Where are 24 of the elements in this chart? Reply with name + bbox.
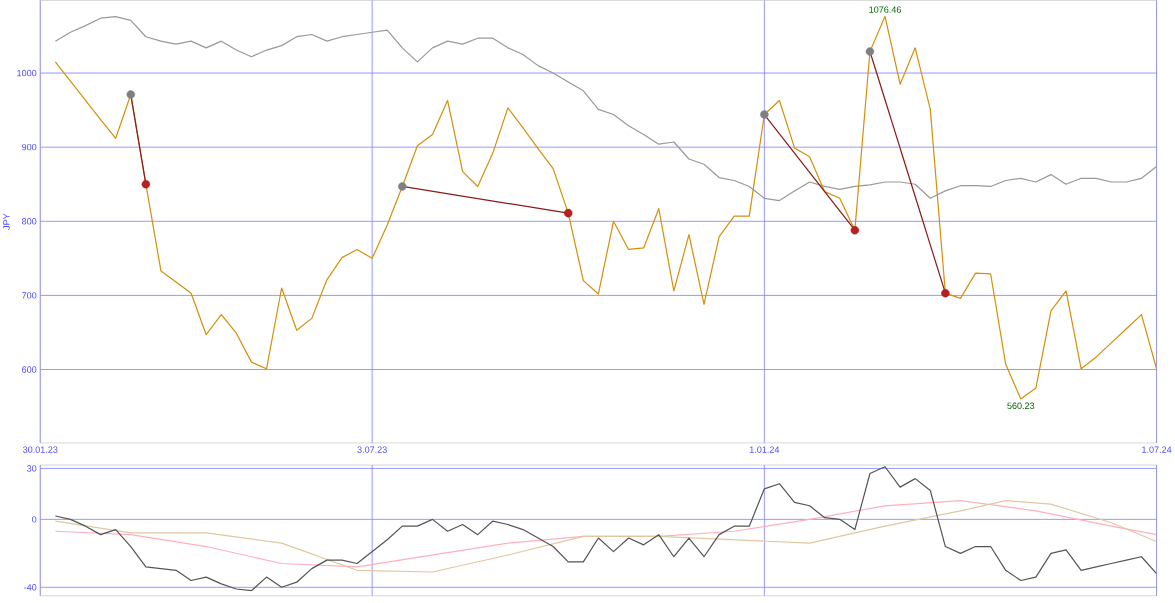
point [865, 47, 875, 56]
point [126, 90, 135, 99]
y-axis-title: JPY [3, 213, 10, 230]
x-tick-label: 3.07.23 [357, 446, 387, 454]
point [941, 289, 950, 298]
point [850, 226, 860, 235]
x-tick-label: 1.01.24 [749, 446, 780, 454]
point [141, 180, 151, 189]
y-tick-label: -40 [24, 584, 37, 591]
y-tick-label: 700 [22, 292, 37, 299]
point [564, 209, 573, 218]
y-tick-label: 600 [22, 366, 37, 373]
point [398, 182, 407, 191]
y-tick-label: 30 [26, 465, 37, 472]
annotation: 1076.46 [869, 6, 901, 13]
y-tick-label: 800 [22, 218, 37, 225]
y-tick-label: 900 [22, 144, 37, 151]
point [760, 110, 769, 119]
x-tick-label: 30.01.23 [22, 446, 58, 454]
annotation: 560.23 [1007, 402, 1035, 410]
x-tick-label: 1.07.24 [1142, 446, 1172, 454]
y-tick-label: 0 [32, 516, 37, 523]
line-series [54, 15, 1157, 400]
y-tick-label: 1000 [17, 69, 37, 77]
